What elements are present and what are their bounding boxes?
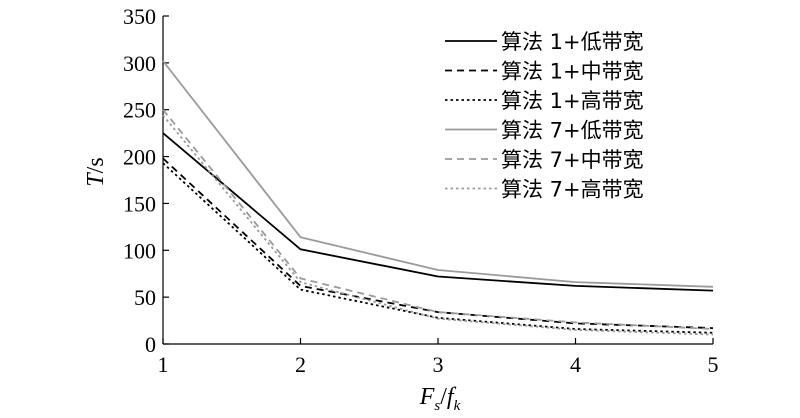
series-line-6: [162, 114, 714, 336]
x-axis-label-num: F: [419, 384, 435, 410]
y-axis-label: T/s: [83, 157, 109, 186]
y-tick-label: 250: [123, 98, 156, 123]
x-axis-label-den-sub: k: [454, 398, 461, 414]
x-tick-label: 2: [295, 352, 306, 377]
series-line-1: [162, 132, 714, 292]
y-tick-label: 300: [123, 51, 156, 76]
x-axis-label: Fs/fk: [419, 384, 461, 414]
y-tick-label: 350: [123, 4, 156, 29]
y-tick-label: 0: [145, 332, 156, 357]
x-tick-label: 3: [433, 352, 444, 377]
y-tick-label: 100: [123, 238, 156, 263]
y-axis-label-unit: /s: [83, 157, 109, 173]
legend-label: 算法 1+低带宽: [501, 30, 644, 54]
y-tick-label: 50: [134, 285, 156, 310]
legend-label: 算法 1+高带宽: [501, 89, 644, 113]
x-tick-label: 5: [708, 352, 719, 377]
x-axis-label-den: f: [447, 384, 457, 410]
legend-label: 算法 7+中带宽: [501, 148, 644, 172]
series-line-4: [162, 60, 714, 288]
series-line-2: [162, 157, 714, 329]
x-axis-label-num-sub: s: [434, 398, 440, 414]
y-tick-label: 200: [123, 145, 156, 170]
x-tick-label: 4: [570, 352, 581, 377]
legend-label: 算法 7+低带宽: [501, 119, 644, 143]
legend-label: 算法 7+高带宽: [501, 178, 644, 202]
x-tick-label: 1: [158, 352, 169, 377]
series-line-5: [162, 109, 714, 330]
axes: 0 50 100 150 200 250 300 350 1 2 3 4 5: [123, 4, 719, 377]
series-layer: [162, 60, 714, 336]
y-tick-label: 150: [123, 191, 156, 216]
legend-label: 算法 1+中带宽: [501, 60, 644, 84]
x-axis-label-slash: /: [440, 384, 447, 410]
y-axis-label-var: T: [83, 172, 109, 187]
